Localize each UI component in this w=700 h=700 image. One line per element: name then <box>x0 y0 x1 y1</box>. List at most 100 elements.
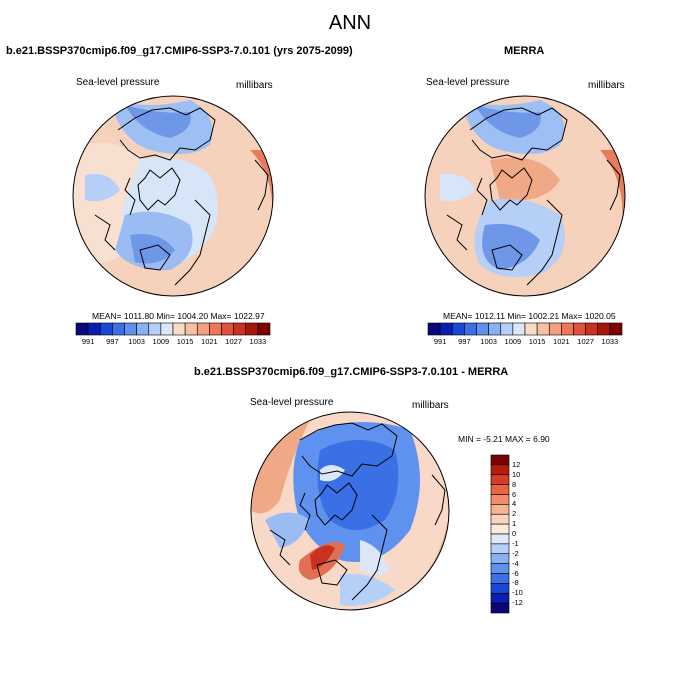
panel2-colorbar-swatch <box>464 322 477 336</box>
panel2-polar-map <box>425 96 625 296</box>
panel1-colorbar-swatch <box>160 322 174 336</box>
panel2-colorbar-tick-label: 1027 <box>577 337 594 346</box>
panel3-colorbar-swatch <box>490 484 510 495</box>
panel2-stats: MEAN= 1012.11 Min= 1002.21 Max= 1020.05 <box>443 311 616 321</box>
panel2-coastlines <box>446 107 621 286</box>
panel3-colorbar-tick-label: 0 <box>512 529 517 538</box>
panel2-title: MERRA <box>504 45 545 57</box>
panel3-colorbar-tick-label: 8 <box>512 479 517 489</box>
panel1-colorbar-swatch <box>99 322 113 336</box>
panel3-colorbar-swatch <box>490 533 510 545</box>
panel2-colorbar-tick-label: 1033 <box>601 337 619 346</box>
panel3-colorbar-tick-label: -4 <box>512 558 519 568</box>
panel2-colorbar-swatch <box>439 322 453 336</box>
panel3-colorbar-tick-label: -1 <box>512 538 519 548</box>
panel1-colorbar-swatch <box>196 322 210 336</box>
panel3-colorbar-tick-label: -10 <box>512 588 523 598</box>
panel3-colorbar-swatch <box>490 504 510 515</box>
panel3-colorbar-tick-label: 2 <box>512 509 517 519</box>
panel1-colorbar-tick-label: 1021 <box>201 337 218 346</box>
panel1-colorbar-swatch <box>257 322 271 336</box>
panel3-colorbar-swatch <box>490 573 510 584</box>
panel3-polar-map <box>251 412 449 610</box>
panel1-colorbar-tick-label: 1009 <box>152 337 170 346</box>
panel3-colorbar-tick-label: 10 <box>512 469 521 479</box>
panel1-colorbar-tick-label: 997 <box>106 337 119 346</box>
panel3-colorbar-swatch <box>490 602 510 614</box>
panel1-colorbar-swatch <box>87 322 101 336</box>
panel2-colorbar-swatch <box>488 322 502 336</box>
panel1-colorbar-swatch <box>148 322 162 336</box>
panel3-colorbar <box>490 454 510 614</box>
panel3-units-label: millibars <box>412 400 449 411</box>
panel1-colorbar-tick-label: 991 <box>81 337 95 346</box>
panel2-colorbar-swatch <box>536 322 550 336</box>
panel2-colorbar-swatch <box>585 322 599 336</box>
panel3-colorbar-swatch <box>490 464 510 476</box>
panel3-colorbar-swatch <box>490 523 510 535</box>
panel3-colorbar-tick-label: -6 <box>512 568 519 578</box>
panel2-colorbar-swatch <box>597 322 611 336</box>
panel3-colorbar-swatch <box>490 494 510 505</box>
panel3-colorbar-tick-label: -8 <box>512 578 519 588</box>
panel2-colorbar-swatch <box>451 322 465 336</box>
panel1-colorbar-swatch <box>124 322 137 336</box>
panel2-colorbar-swatch <box>500 322 514 336</box>
panel1-colorbar-tick-label: 1033 <box>249 337 267 346</box>
panel3-colorbar-swatch <box>490 543 510 555</box>
panel2-colorbar-swatch <box>512 322 526 336</box>
panel2-map-border <box>424 95 626 297</box>
panel2-colorbar-swatch <box>427 322 441 336</box>
panel2-colorbar-swatch <box>573 322 586 336</box>
panel1-colorbar-tick-label: 1003 <box>128 337 145 346</box>
panel1-colorbar-tick-label: 1027 <box>225 337 242 346</box>
panel1-variable-label: Sea-level pressure <box>76 77 160 88</box>
panel1-colorbar <box>75 322 271 336</box>
panel1-stats: MEAN= 1011.80 Min= 1004.20 Max= 1022.97 <box>92 311 265 321</box>
panel3-colorbar-swatch <box>490 454 510 466</box>
panel3-colorbar-tick-label: 4 <box>512 499 517 509</box>
panel2-colorbar-swatch <box>609 322 623 336</box>
panel2-colorbar-swatch <box>476 322 489 336</box>
panel3-colorbar-swatch <box>490 513 510 525</box>
panel2-colorbar-tick-label: 997 <box>458 337 471 346</box>
panel3-colorbar-swatch <box>490 583 510 594</box>
panel2-colorbar-tick-label: 1003 <box>480 337 497 346</box>
panel3-colorbar-tick-label: 1 <box>512 519 517 529</box>
panel1-title: b.e21.BSSP370cmip6.f09_g17.CMIP6-SSP3-7.… <box>6 45 353 57</box>
panel1-colorbar-swatch <box>136 322 150 336</box>
panel1-colorbar-tick-label: 1015 <box>176 337 194 346</box>
panel1-colorbar-swatch <box>75 322 89 336</box>
figure-title: ANN <box>328 12 372 34</box>
panel3-colorbar-tick-label: -12 <box>512 598 523 608</box>
panel3-colorbar-tick-label: 12 <box>512 459 521 469</box>
panel1-colorbar-swatch <box>209 322 222 336</box>
panel1-colorbar-swatch <box>245 322 259 336</box>
panel3-coastlines <box>269 422 446 601</box>
panel2-colorbar-tick-label: 991 <box>433 337 447 346</box>
panel2-colorbar-tick-label: 1015 <box>528 337 546 346</box>
panel3-colorbar-swatch <box>490 474 510 485</box>
panel2-colorbar-tick-label: 1009 <box>504 337 522 346</box>
panel1-colorbar-swatch <box>221 322 234 336</box>
panel3-map-border <box>250 411 450 611</box>
panel2-units-label: millibars <box>588 80 625 91</box>
panel3-colorbar-tick-label: -2 <box>512 548 519 558</box>
panel3-colorbar-swatch <box>490 563 510 574</box>
panel1-polar-map <box>73 96 273 296</box>
panel2-colorbar-swatch <box>548 322 562 336</box>
panel1-colorbar-swatch <box>184 322 198 336</box>
panel3-variable-label: Sea-level pressure <box>250 397 334 408</box>
panel2-colorbar-tick-label: 1021 <box>553 337 570 346</box>
panel1-map-border <box>72 95 274 297</box>
panel1-colorbar-swatch <box>172 322 186 336</box>
panel1-colorbar-swatch <box>233 322 247 336</box>
panel3-stats: MIN = -5.21 MAX = 6.90 <box>458 434 550 444</box>
panel2-colorbar-swatch <box>561 322 574 336</box>
panel1-units-label: millibars <box>236 80 273 91</box>
panel1-coastlines <box>94 107 269 286</box>
panel3-colorbar-swatch <box>490 592 510 604</box>
panel2-colorbar <box>427 322 623 336</box>
panel3-colorbar-tick-label: 6 <box>512 489 517 499</box>
